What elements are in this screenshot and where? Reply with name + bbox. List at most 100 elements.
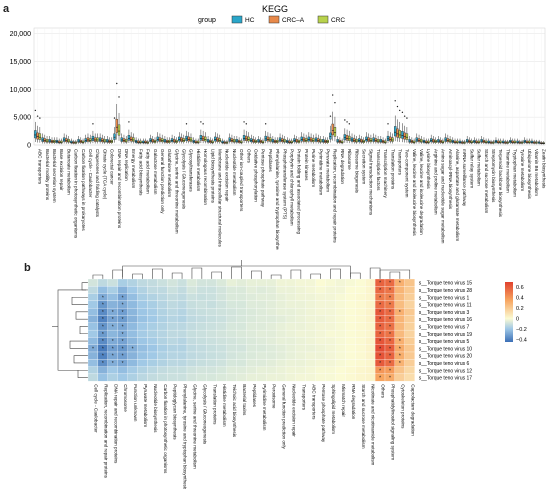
heat-cell-12-1: [97, 366, 108, 375]
heat-cell-3-31: [394, 300, 405, 309]
sig-mark-1-30: *: [389, 288, 391, 294]
heat-cell-0-2: [107, 278, 118, 287]
heat-cell-2-5: [137, 293, 148, 302]
box-body: [117, 124, 121, 136]
heat-cell-12-3: [117, 366, 128, 375]
heat-cell-0-3: [117, 278, 128, 287]
heat-cell-2-27: [355, 293, 366, 302]
box-crc-a-39: [317, 134, 320, 144]
sig-mark-11-2: *: [112, 361, 114, 367]
heat-cell-12-18: [266, 366, 277, 375]
box-crc-a-29: [245, 123, 248, 144]
heat-cell-2-22: [305, 293, 316, 302]
heat-cell-12-17: [256, 366, 267, 375]
sig-mark-6-1: *: [102, 324, 104, 330]
box-body: [178, 136, 181, 142]
row-label-4: s__Torque teno virus 3: [419, 310, 470, 316]
heat-cell-7-12: [206, 329, 217, 338]
outlier-point: [202, 123, 204, 125]
heat-cell-13-19: [275, 373, 287, 382]
sig-mark-8-31: *: [399, 339, 401, 345]
x-tick-label-60: Sulfur relay system: [469, 149, 474, 188]
row-label-2: s__Torque teno virus 1: [419, 295, 470, 301]
heat-cell-12-28: [365, 366, 376, 375]
x-tick-label-32: Peptidases: [268, 149, 273, 172]
box-body: [343, 134, 347, 141]
heat-cell-10-23: [315, 351, 326, 360]
heat-cell-12-4: [127, 366, 138, 375]
x-tick-label-7: Cell cycle - Caulobacter: [88, 149, 93, 198]
box-body: [333, 127, 337, 137]
column-label-27: Starch and sucrose metabolism: [361, 384, 366, 449]
x-tick-label-24: Lipid biosynthesis proteins: [210, 149, 215, 204]
outlier-point: [34, 109, 37, 112]
heat-cell-7-17: [256, 329, 267, 338]
heat-cell-13-16: [246, 373, 257, 382]
heat-cell-1-11: [196, 286, 207, 294]
heat-cell-10-13: [216, 351, 227, 360]
heat-cell-13-12: [206, 373, 217, 382]
heat-cell-12-6: [147, 366, 158, 375]
box-crc-10: [110, 137, 114, 144]
x-tick-label-52: Valine, leucine and isoleucine biosynthe…: [412, 149, 417, 236]
heat-cell-6-23: [315, 322, 326, 331]
box-hc-32: [264, 123, 267, 144]
heat-cell-4-16: [246, 308, 257, 316]
heat-cell-9-7: [157, 344, 168, 353]
heat-cell-8-24: [325, 337, 336, 345]
x-tick-label-47: Transcription factors: [376, 149, 381, 191]
heat-cell-7-2: [107, 329, 118, 338]
heat-cell-5-31: [394, 315, 405, 323]
outlier-point: [334, 102, 336, 104]
heat-cell-3-13: [216, 300, 227, 309]
heat-cell-10-27: [355, 351, 366, 360]
heat-cell-11-5: [137, 359, 148, 367]
heat-cell-12-10: [186, 366, 198, 375]
sig-mark-5-3: *: [122, 317, 124, 323]
heat-cell-2-20: [285, 293, 297, 302]
dendro-row-pair-4: [75, 311, 88, 320]
y-tick-label-2: 10,000: [10, 87, 32, 94]
box-crc-59: [463, 139, 466, 145]
heat-cell-4-25: [335, 308, 346, 316]
box-crc-16: [153, 137, 157, 144]
heat-cell-13-17: [256, 373, 267, 382]
heat-cell-0-9: [176, 278, 188, 287]
heat-cell-5-13: [216, 315, 227, 323]
heat-cell-7-0: [87, 329, 99, 338]
box-crc-3: [60, 138, 63, 145]
column-label-13: Histidine metabolism: [222, 384, 227, 427]
colorbar-tick-0: 0.6: [516, 285, 524, 291]
heat-cell-10-26: [345, 351, 356, 360]
box-crc-62: [484, 138, 488, 145]
sig-mark-8-1: *: [102, 339, 104, 345]
heat-cell-9-23: [315, 344, 326, 353]
heat-cell-7-10: [186, 329, 198, 338]
box-crc-a-67: [518, 139, 522, 145]
box-hc-68: [523, 137, 526, 144]
heat-cell-12-23: [315, 366, 326, 375]
heat-cell-13-27: [355, 373, 366, 382]
legend-swatch-2: [317, 15, 329, 24]
heat-cell-6-24: [325, 322, 336, 331]
box-hc-22: [192, 137, 195, 144]
heat-cell-13-2: [107, 373, 118, 382]
outlier-point: [401, 111, 404, 114]
box-body: [161, 138, 164, 143]
box-hc-40: [322, 136, 325, 144]
box-body: [312, 138, 315, 143]
heat-cell-11-19: [275, 359, 287, 367]
heat-cell-7-31: [394, 329, 405, 338]
box-crc-a-56: [439, 137, 442, 144]
heat-cell-9-24: [325, 344, 336, 353]
heat-cell-8-15: [236, 337, 247, 345]
sig-mark-10-1: *: [102, 354, 104, 360]
box-crc-64: [499, 138, 502, 145]
box-crc-25: [218, 134, 221, 144]
box-crc-13: [132, 133, 135, 144]
box-body: [170, 138, 174, 143]
heat-cell-4-21: [295, 308, 306, 316]
heat-cell-1-17: [256, 286, 267, 294]
box-crc-a-27: [230, 134, 234, 144]
sig-mark-9-29: *: [379, 346, 381, 352]
